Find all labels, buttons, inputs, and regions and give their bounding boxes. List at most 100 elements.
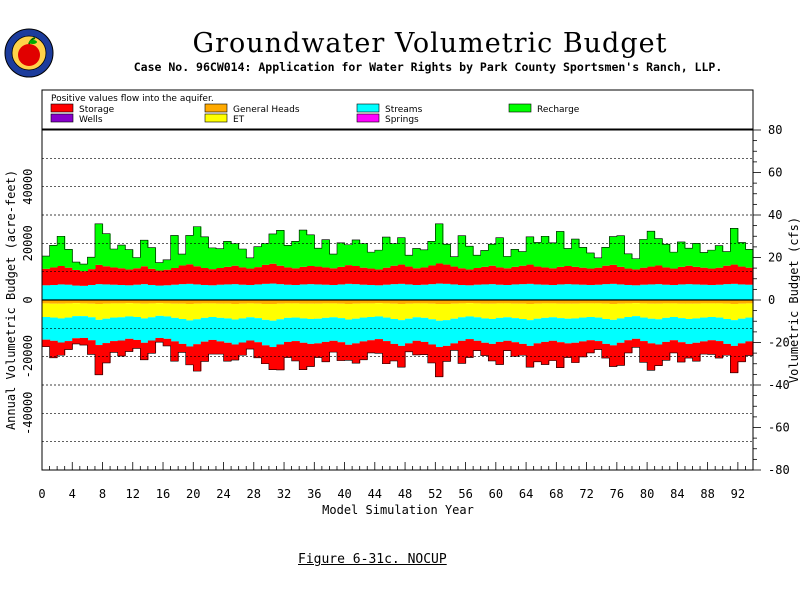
bar-segment	[299, 303, 308, 319]
bar-segment	[94, 303, 104, 320]
bar-segment	[382, 317, 391, 342]
bar-segment	[458, 317, 467, 341]
bar-segment	[435, 263, 444, 284]
bar-segment	[427, 344, 436, 363]
bar-segment	[480, 266, 489, 285]
x-tick-label: 88	[700, 487, 714, 501]
bar-segment	[117, 317, 126, 341]
bar-segment	[692, 266, 701, 285]
bar-segment	[548, 340, 557, 361]
bar-segment	[246, 300, 255, 304]
bar-segment	[707, 250, 716, 269]
bar-segment	[692, 303, 701, 319]
bar-segment	[684, 265, 694, 285]
bar-segment	[291, 303, 300, 318]
bar-segment	[314, 343, 323, 358]
bar-segment	[64, 284, 73, 300]
bar-segment	[253, 303, 262, 319]
bar-segment	[223, 266, 232, 285]
bar-segment	[624, 303, 633, 317]
bar-segment	[94, 284, 104, 300]
bar-segment	[654, 303, 663, 320]
bar-segment	[579, 300, 588, 304]
bar-segment	[299, 230, 308, 267]
bar-segment	[526, 283, 535, 300]
bar-segment	[745, 300, 754, 304]
x-tick-label: 92	[731, 487, 745, 501]
bar-segment	[427, 303, 436, 320]
bar-segment	[488, 343, 497, 361]
bar-segment	[329, 340, 338, 353]
bar-segment	[382, 284, 391, 300]
bar-segment	[458, 284, 467, 300]
y-left-tick-label: 20000	[21, 225, 35, 261]
bar-segment	[268, 263, 278, 284]
bar-segment	[276, 230, 285, 266]
bar-segment	[563, 266, 573, 285]
bar-segment	[261, 345, 270, 364]
bar-segment	[215, 284, 225, 300]
legend-swatch	[204, 113, 228, 123]
bar-segment	[397, 345, 406, 368]
bar-segment	[336, 266, 346, 285]
bar-segment	[314, 300, 323, 304]
bar-segment	[700, 284, 709, 300]
bar-segment	[465, 303, 474, 317]
bar-segment	[420, 284, 429, 300]
x-tick-label: 8	[99, 487, 106, 501]
bar-segment	[526, 264, 535, 284]
bar-segment	[359, 243, 368, 268]
bar-segment	[140, 240, 149, 267]
y-axis-label-left: Annual Volumetric Budget (acre-feet)	[4, 170, 18, 430]
bar-segment	[87, 300, 96, 304]
bar-segment	[601, 247, 610, 266]
bar-segment	[208, 247, 217, 270]
bar-segment	[321, 267, 331, 285]
legend-swatch	[50, 103, 74, 113]
bar-segment	[707, 268, 716, 285]
seal-logo	[4, 28, 54, 78]
bar-segment	[215, 300, 225, 304]
bar-segment	[609, 236, 618, 265]
bar-segment	[132, 339, 141, 349]
x-axis-label: Model Simulation Year	[322, 503, 474, 517]
bar-segment	[730, 300, 739, 304]
bar-segment	[185, 346, 194, 365]
legend-swatch	[356, 113, 380, 123]
legend-label: Springs	[385, 115, 419, 125]
bar-segment	[215, 303, 225, 318]
bar-segment	[526, 300, 535, 304]
bar-segment	[518, 284, 527, 300]
bar-segment	[193, 319, 202, 345]
bar-segment	[110, 341, 119, 353]
bar-segment	[662, 300, 671, 304]
bar-segment	[336, 300, 346, 304]
bar-segment	[405, 303, 414, 319]
bar-segment	[336, 318, 346, 343]
bar-segment	[442, 283, 452, 300]
bar-segment	[352, 239, 361, 266]
bar-segment	[692, 342, 701, 362]
bar-segment	[397, 300, 406, 304]
bar-segment	[435, 347, 444, 377]
x-tick-label: 52	[428, 487, 442, 501]
legend-note: Positive values flow into the aquifer.	[51, 94, 214, 104]
bar-segment	[692, 243, 701, 267]
bar-segment	[503, 300, 512, 304]
x-tick-label: 4	[69, 487, 76, 501]
bar-segment	[609, 283, 618, 300]
bar-segment	[42, 268, 51, 286]
bar-segment	[533, 284, 542, 300]
series-outflow-et	[42, 303, 754, 321]
bar-segment	[147, 268, 157, 285]
bar-segment	[374, 269, 383, 286]
bar-segment	[352, 284, 361, 300]
bar-segment	[405, 266, 414, 285]
bar-segment	[465, 339, 474, 358]
bar-segment	[563, 303, 573, 319]
bar-segment	[140, 266, 149, 285]
bar-segment	[480, 303, 489, 319]
bar-segment	[359, 284, 368, 300]
bar-segment	[94, 345, 104, 375]
